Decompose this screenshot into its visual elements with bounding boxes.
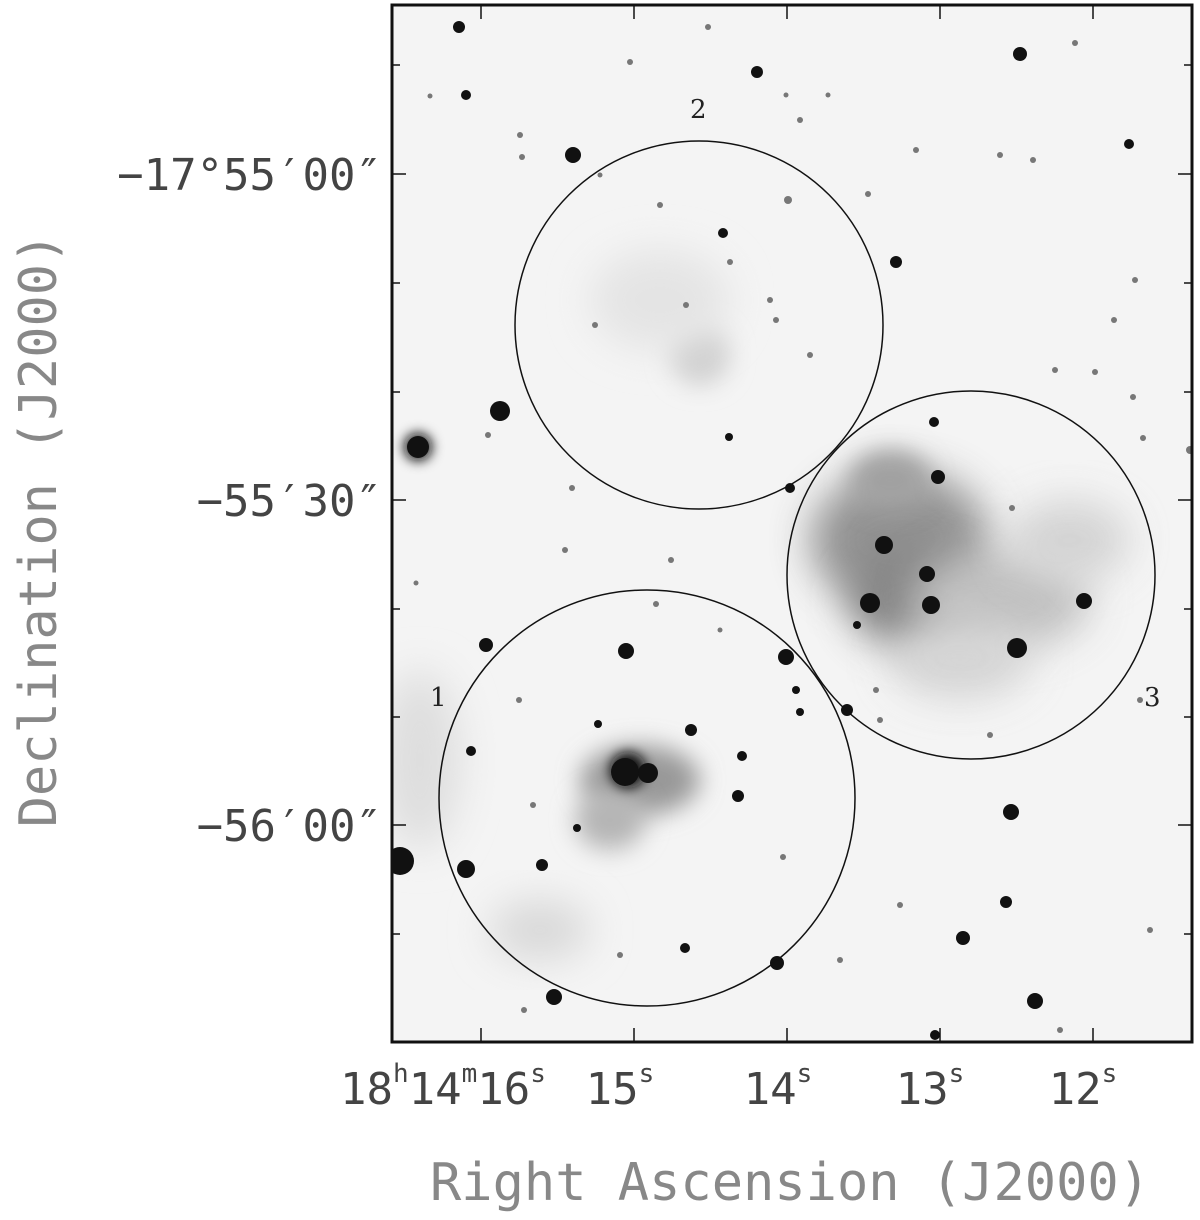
stars xyxy=(392,21,1134,1040)
dec-tick-label: −17°55′00″ xyxy=(117,150,382,201)
region-label-1: 1 xyxy=(430,683,447,713)
ra-tick-label: 12s xyxy=(1049,1059,1118,1115)
dec-tick-label: −56′00″ xyxy=(197,801,382,852)
region-circle-1 xyxy=(438,589,856,1007)
diffuse-nebula-edge xyxy=(392,670,460,850)
ra-tick-label: 15s xyxy=(586,1059,655,1115)
dec-tick-label: −55′30″ xyxy=(197,476,382,527)
y-axis-label: Declination (J2000) xyxy=(9,233,69,828)
diffuse-nebula-region-2 xyxy=(590,250,730,385)
image-frame xyxy=(390,3,1194,1044)
region-circles xyxy=(438,140,1156,1007)
ra-tick-label: 14s xyxy=(744,1059,813,1115)
tick-marks xyxy=(392,5,1192,1042)
region-label-2: 2 xyxy=(690,95,707,125)
region-label-3: 3 xyxy=(1144,683,1161,713)
ra-tick-label-first: 18h14m16s xyxy=(340,1059,546,1115)
faint-stars xyxy=(413,24,1192,1033)
region-circle-2 xyxy=(514,140,884,510)
region-circle-3 xyxy=(786,390,1156,760)
diffuse-nebula-region-3 xyxy=(810,450,1130,700)
sky-image xyxy=(392,21,1192,1040)
ra-tick-label: 13s xyxy=(896,1059,965,1115)
x-axis-label: Right Ascension (J2000) xyxy=(430,1153,1150,1213)
